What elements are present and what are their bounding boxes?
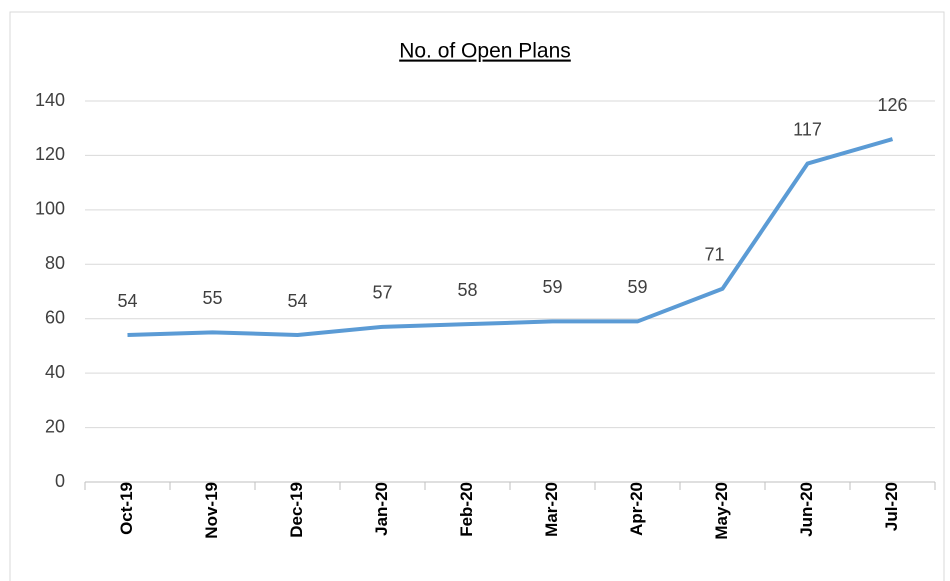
x-tick-label: Feb-20 [457,482,476,537]
y-tick-label: 20 [45,416,65,436]
y-tick-label: 80 [45,253,65,273]
x-tick-label: Jun-20 [797,482,816,537]
chart-frame [9,11,945,581]
data-label: 54 [287,291,307,311]
x-tick-label: Jan-20 [372,482,391,536]
data-label: 126 [877,95,907,115]
data-label: 57 [372,283,392,303]
data-label: 59 [627,277,647,297]
data-label: 58 [457,280,477,300]
data-label: 71 [704,245,724,265]
x-tick-label: Jul-20 [882,482,901,531]
data-label: 59 [542,277,562,297]
y-tick-label: 0 [55,471,65,491]
line [127,137,894,338]
y-tick-label: 100 [35,199,65,219]
x-tick-label: May-20 [712,482,731,540]
data-label: 54 [117,291,137,311]
y-tick-label: 60 [45,307,65,327]
data-label: 117 [793,119,822,139]
chart-title: No. of Open Plans [399,40,571,63]
x-tick-label: Nov-19 [202,482,221,539]
x-tick-label: Apr-20 [627,482,646,536]
y-tick-label: 140 [35,90,65,110]
y-tick-label: 40 [45,362,65,382]
x-tick-label: Oct-19 [117,482,136,535]
data-label: 55 [202,288,222,308]
y-tick-label: 120 [35,144,65,164]
x-tick-label: Mar-20 [542,482,561,537]
x-tick-label: Dec-19 [287,482,306,538]
